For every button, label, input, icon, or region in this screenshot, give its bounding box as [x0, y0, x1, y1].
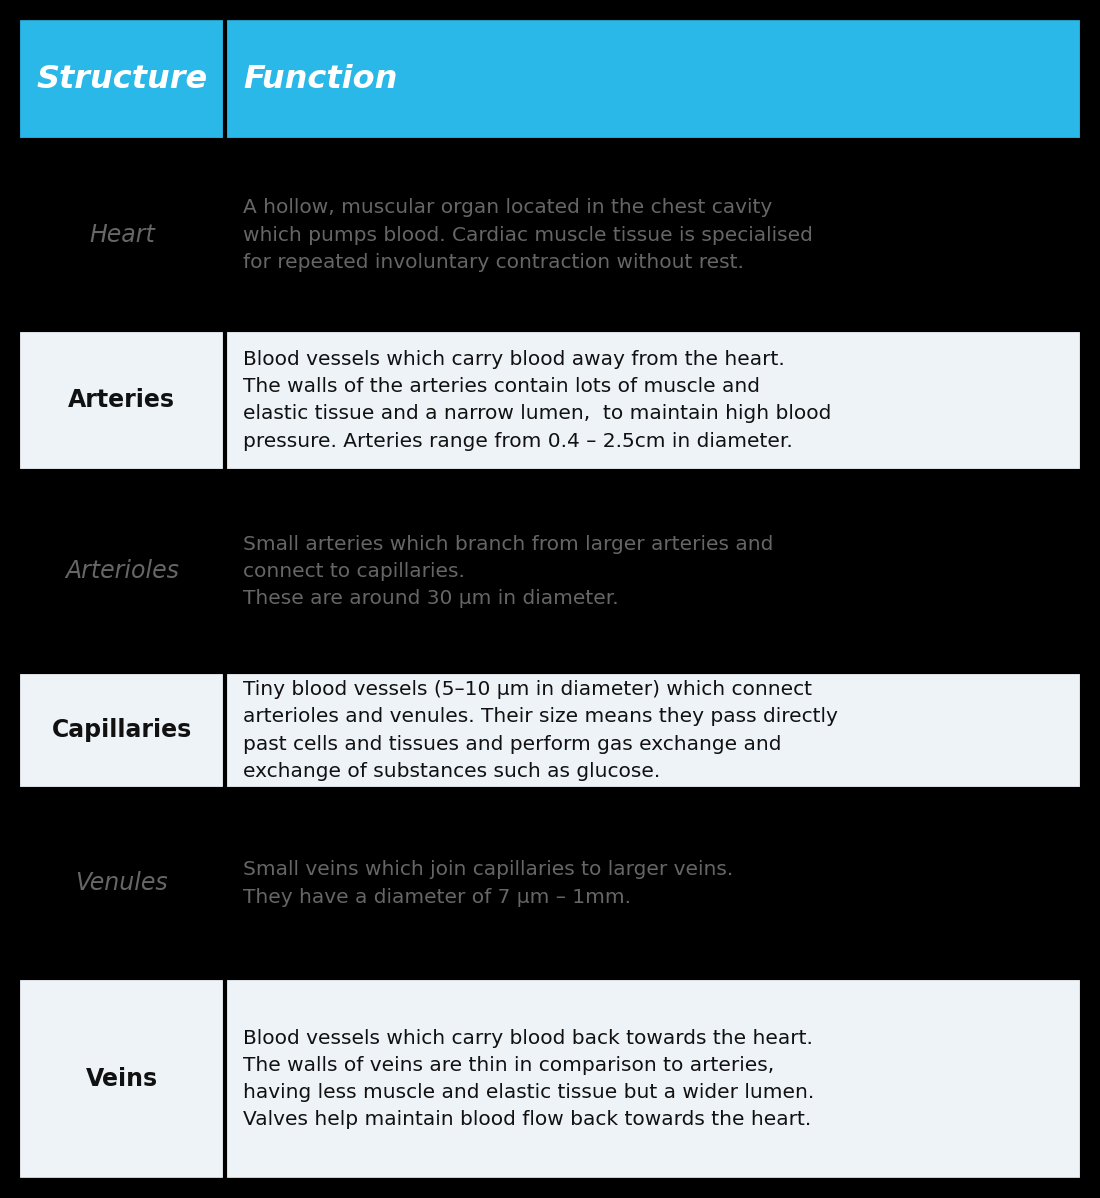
- Text: A hollow, muscular organ located in the chest cavity
which pumps blood. Cardiac : A hollow, muscular organ located in the …: [243, 199, 813, 272]
- Bar: [226, 672, 1082, 788]
- Bar: [18, 140, 226, 329]
- Bar: [18, 329, 226, 471]
- Bar: [18, 979, 226, 1180]
- Text: Venules: Venules: [76, 871, 168, 895]
- Text: Blood vessels which carry blood away from the heart.
The walls of the arteries c: Blood vessels which carry blood away fro…: [243, 350, 832, 450]
- Bar: [18, 672, 226, 788]
- Text: Arterioles: Arterioles: [65, 559, 178, 583]
- Bar: [18, 471, 226, 672]
- Bar: [18, 18, 226, 140]
- Text: Capillaries: Capillaries: [52, 719, 191, 743]
- Bar: [226, 979, 1082, 1180]
- Text: Tiny blood vessels (5–10 μm in diameter) which connect
arterioles and venules. T: Tiny blood vessels (5–10 μm in diameter)…: [243, 680, 838, 781]
- Text: Small arteries which branch from larger arteries and
connect to capillaries.
The: Small arteries which branch from larger …: [243, 534, 774, 609]
- Bar: [226, 788, 1082, 979]
- Bar: [226, 329, 1082, 471]
- Text: Function: Function: [243, 63, 398, 95]
- Text: Arteries: Arteries: [68, 388, 175, 412]
- Bar: [226, 471, 1082, 672]
- Bar: [226, 18, 1082, 140]
- Text: Veins: Veins: [86, 1067, 157, 1091]
- Text: Heart: Heart: [89, 223, 155, 247]
- Text: Structure: Structure: [36, 63, 208, 95]
- Bar: [18, 788, 226, 979]
- Bar: [226, 140, 1082, 329]
- Text: Blood vessels which carry blood back towards the heart.
The walls of veins are t: Blood vessels which carry blood back tow…: [243, 1029, 815, 1130]
- Text: Small veins which join capillaries to larger veins.
They have a diameter of 7 μm: Small veins which join capillaries to la…: [243, 860, 734, 907]
